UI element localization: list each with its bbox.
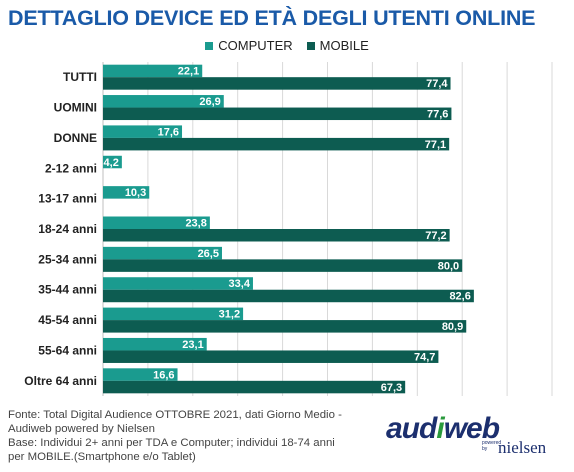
legend: COMPUTER MOBILE xyxy=(0,38,574,53)
bar-mobile xyxy=(103,137,450,151)
data-label: 77,2 xyxy=(425,230,446,242)
category-label: Oltre 64 anni xyxy=(24,374,97,388)
data-label: 31,2 xyxy=(219,309,240,321)
legend-item-mobile: MOBILE xyxy=(306,38,369,53)
audiweb-nielsen-logo: audiweb powered by nielsen xyxy=(386,412,566,468)
bar-computer xyxy=(103,125,183,138)
data-label: 22,1 xyxy=(178,66,199,78)
data-label: 82,6 xyxy=(449,291,470,303)
legend-swatch-computer xyxy=(205,41,214,50)
data-label: 77,6 xyxy=(427,109,448,121)
data-label: 17,6 xyxy=(158,126,179,138)
bar-mobile xyxy=(103,289,474,303)
bar-mobile xyxy=(103,350,439,363)
bar-chart: TUTTI 22,1 77,4 UOMINI 26,9 77,6 DONNE 17,6 77,1… xyxy=(24,62,553,396)
data-label: 23,1 xyxy=(182,339,203,351)
category-label: 55-64 anni xyxy=(38,343,97,357)
category-label: 35-44 anni xyxy=(38,283,97,297)
legend-swatch-mobile xyxy=(306,41,315,50)
bar-computer xyxy=(103,277,253,290)
data-label: 80,9 xyxy=(442,321,463,333)
data-label: 26,5 xyxy=(198,248,219,260)
category-label: 45-54 anni xyxy=(38,313,97,327)
powered-by-text: powered by xyxy=(482,440,502,452)
bar-mobile xyxy=(103,107,452,121)
nielsen-wordmark: nielsen xyxy=(498,438,547,457)
category-label: TUTTI xyxy=(63,70,97,84)
bar-computer xyxy=(103,246,222,260)
bar-mobile xyxy=(103,380,406,394)
bar-computer xyxy=(103,337,207,351)
data-label: 77,1 xyxy=(425,139,446,151)
category-label: 25-34 anni xyxy=(38,252,97,266)
source-line-1: Fonte: Total Digital Audience OTTOBRE 20… xyxy=(8,409,342,421)
data-label: 80,0 xyxy=(438,260,459,272)
bar-computer xyxy=(103,216,210,229)
source-line-3: Base: Individui 2+ anni per TDA e Comput… xyxy=(8,437,335,449)
data-label: 23,8 xyxy=(185,218,206,230)
data-label: 74,7 xyxy=(414,351,435,363)
bar-mobile xyxy=(103,77,451,90)
data-label: 33,4 xyxy=(229,278,251,290)
data-label: 4,2 xyxy=(104,157,119,169)
bar-computer xyxy=(103,64,203,78)
category-label: 13-17 anni xyxy=(38,192,97,206)
legend-item-computer: COMPUTER xyxy=(205,38,293,53)
category-label: UOMINI xyxy=(54,101,97,115)
source-note: Fonte: Total Digital Audience OTTOBRE 20… xyxy=(8,408,380,464)
data-label: 67,3 xyxy=(381,382,402,394)
audiweb-wordmark: audiweb xyxy=(386,412,500,445)
category-label: 18-24 anni xyxy=(38,222,97,236)
legend-label-computer: COMPUTER xyxy=(218,38,293,53)
bar-computer xyxy=(103,186,150,199)
data-label: 26,9 xyxy=(199,96,220,108)
bar-computer xyxy=(103,95,224,108)
data-label: 10,3 xyxy=(125,187,146,199)
data-label: 77,4 xyxy=(426,78,448,90)
chart-title: DETTAGLIO DEVICE ED ETÀ DEGLI UTENTI ONL… xyxy=(8,6,536,30)
bar-computer xyxy=(103,155,122,169)
category-label: 2-12 anni xyxy=(45,161,97,175)
bar-mobile xyxy=(103,229,450,242)
source-line-4: per MOBILE.(Smartphone e/o Tablet) xyxy=(8,451,196,463)
source-line-2: Audiweb powered by Nielsen xyxy=(8,423,155,435)
bar-mobile xyxy=(103,320,467,333)
bar-computer xyxy=(103,307,244,321)
bar-computer xyxy=(103,368,178,381)
category-label: DONNE xyxy=(54,131,97,145)
legend-label-mobile: MOBILE xyxy=(319,38,369,53)
bar-mobile xyxy=(103,259,463,272)
data-label: 16,6 xyxy=(153,369,174,381)
